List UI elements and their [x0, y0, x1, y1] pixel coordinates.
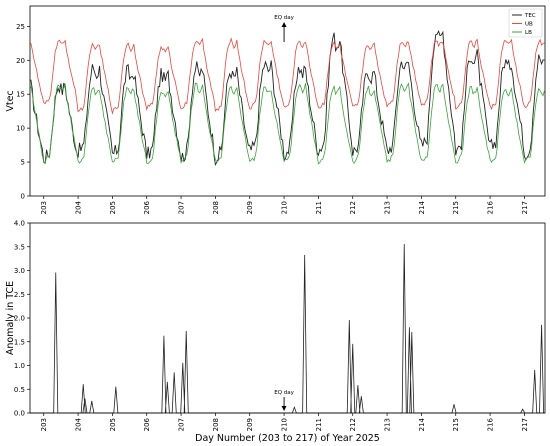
top-series-group	[30, 29, 545, 167]
y-tick-label: 2.0	[14, 315, 25, 323]
x-tick-label: 211	[315, 418, 323, 431]
eq-day-label: EQ day	[274, 15, 294, 21]
series-line-anomaly	[30, 244, 545, 414]
anomaly-peak-point	[84, 398, 86, 400]
x-tick-label: 212	[349, 201, 357, 214]
bottom-x-axis-label: Day Number (203 to 217) of Year 2025	[195, 433, 380, 444]
x-tick-label: 213	[384, 201, 392, 214]
bottom-plot-frame	[29, 222, 546, 414]
anomaly-peak-point	[115, 386, 117, 388]
top-x-ticks: 203 204 205 206 207 208 209 210 211 212 213 214 215 2…	[40, 196, 529, 214]
y-tick-label: 0.5	[14, 386, 25, 394]
x-tick-label: 207	[178, 201, 186, 214]
x-tick-label: 207	[178, 418, 186, 431]
anomaly-peak-point	[352, 343, 354, 345]
bottom-x-ticks: 203 204 205 206 207 208 209 210 211 212 213 214 215 2…	[40, 413, 529, 431]
anomaly-peak-point	[403, 243, 405, 245]
anomaly-peak-point	[173, 372, 175, 374]
anomaly-peak-point	[82, 384, 84, 385]
bottom-chart-panel: 203 204 205 206 207 208 209 210 211 212 213 214 215 2…	[5, 220, 546, 444]
anomaly-peak-point	[91, 400, 93, 402]
x-tick-label: 208	[212, 418, 220, 431]
x-tick-label: 209	[246, 201, 254, 214]
x-tick-label: 203	[40, 418, 48, 431]
x-tick-label: 210	[281, 201, 289, 214]
x-tick-label: 212	[349, 418, 357, 431]
anomaly-peak-point	[304, 254, 306, 256]
y-tick-label: 15	[16, 91, 25, 99]
x-tick-label: 206	[143, 200, 151, 214]
x-tick-label: 203	[40, 201, 48, 214]
x-tick-label: 205	[109, 201, 117, 214]
y-tick-label: 10	[16, 125, 25, 133]
y-tick-label: 25	[16, 23, 25, 31]
x-tick-label: 209	[246, 418, 254, 431]
y-tick-label: 1.0	[14, 362, 25, 370]
anomaly-peak-point	[185, 330, 187, 332]
legend-label-tec: TEC	[524, 13, 536, 19]
x-tick-label: 206	[143, 417, 151, 431]
series-line-lb	[30, 82, 545, 165]
y-tick-label: 0.0	[14, 410, 25, 418]
anomaly-peak-point	[166, 381, 168, 383]
top-y-axis-label: Vtec	[5, 90, 16, 111]
legend-box	[508, 8, 543, 38]
eq-day-arrow-head	[281, 22, 287, 27]
anomaly-peak-point	[411, 331, 413, 333]
anomaly-peak-point	[534, 369, 536, 371]
anomaly-peak-point	[348, 319, 350, 321]
y-tick-label: 1.5	[14, 338, 25, 346]
bottom-y-ticks: 0.0 0.5 1.0 1.5 2.0 2.5 3.0 3.5 4.0	[14, 220, 30, 418]
top-legend: TEC UB LB	[508, 8, 543, 38]
top-plot-frame	[29, 5, 546, 197]
x-tick-label: 216	[487, 200, 495, 214]
anomaly-peak-point	[453, 404, 455, 405]
x-tick-label: 216	[487, 417, 495, 431]
y-tick-label: 2.5	[14, 291, 25, 299]
x-tick-label: 205	[109, 418, 117, 431]
y-tick-label: 3.5	[14, 243, 25, 251]
anomaly-peak-point	[293, 406, 295, 408]
anomaly-peak-point	[55, 272, 57, 274]
x-tick-label: 215	[452, 418, 460, 431]
anomaly-peak-point	[360, 395, 362, 397]
legend-label-lb: LB	[525, 30, 532, 36]
x-tick-label: 210	[281, 418, 289, 431]
x-tick-label: 204	[75, 200, 83, 214]
x-tick-label: 214	[418, 200, 426, 214]
y-tick-label: 4.0	[14, 220, 25, 228]
x-tick-label: 215	[452, 201, 460, 214]
x-tick-label: 217	[521, 201, 529, 214]
anomaly-peak-point	[182, 362, 184, 364]
y-tick-label: 5	[21, 159, 25, 167]
top-eq-day-annotation: EQ day	[274, 15, 295, 42]
top-y-ticks: 0 5 10 15 20 25	[16, 23, 30, 201]
anomaly-peak-point	[163, 335, 165, 337]
x-tick-label: 208	[212, 201, 220, 214]
bottom-y-axis-label: Anomaly in TCE	[5, 281, 16, 355]
anomaly-peak-point	[522, 408, 524, 410]
x-tick-label: 213	[384, 418, 392, 431]
x-tick-label: 217	[521, 418, 529, 431]
x-tick-label: 204	[75, 417, 83, 431]
anomaly-peak-point	[357, 385, 359, 386]
anomaly-peak-point	[408, 327, 410, 328]
anomaly-peak-point	[541, 324, 542, 326]
series-line-tec	[30, 29, 545, 167]
eq-day-label: EQ day	[274, 390, 294, 396]
x-tick-label: 214	[418, 417, 426, 431]
x-tick-label: 211	[315, 201, 323, 214]
bottom-series-group	[30, 243, 545, 414]
y-tick-label: 20	[16, 57, 25, 65]
y-tick-label: 0	[21, 193, 25, 201]
top-chart-panel: 203 204 205 206 207 208 209 210 211 212 213 214 215 2…	[5, 5, 546, 214]
legend-label-ub: UB	[525, 22, 533, 28]
y-tick-label: 3.0	[14, 267, 25, 275]
series-line-ub	[30, 37, 545, 115]
bottom-eq-day-annotation: EQ day	[274, 390, 295, 411]
eq-day-arrow-head	[281, 406, 287, 411]
